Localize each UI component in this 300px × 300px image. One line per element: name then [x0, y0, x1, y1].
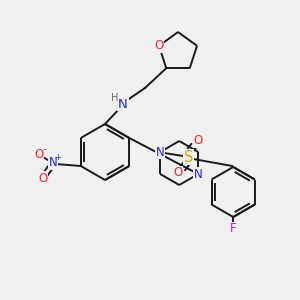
Text: -: - [43, 144, 46, 154]
Text: F: F [230, 223, 236, 236]
Text: N: N [156, 146, 165, 158]
Text: O: O [34, 148, 44, 160]
Text: S: S [184, 149, 193, 164]
Text: N: N [118, 98, 128, 110]
Text: H: H [111, 93, 119, 103]
Text: O: O [154, 39, 164, 52]
Text: N: N [194, 167, 203, 181]
Text: O: O [194, 134, 203, 148]
Text: +: + [54, 154, 61, 163]
Text: O: O [174, 167, 183, 179]
Text: N: N [48, 157, 57, 169]
Text: O: O [38, 172, 47, 184]
